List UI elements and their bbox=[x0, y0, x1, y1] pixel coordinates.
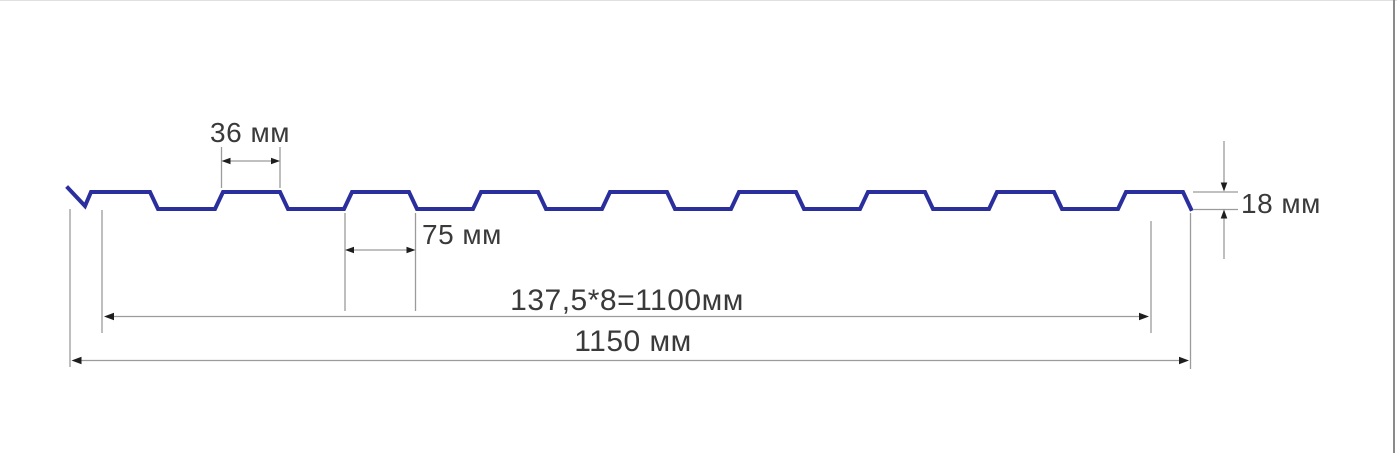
arrow-left-icon bbox=[221, 157, 231, 165]
dim-rib-top-width bbox=[220, 147, 281, 188]
arrow-up-icon bbox=[1220, 209, 1228, 219]
dim-profile-height bbox=[1193, 141, 1238, 259]
arrow-left-icon bbox=[104, 312, 114, 321]
arrow-right-icon bbox=[1139, 312, 1149, 321]
arrow-down-icon bbox=[1220, 182, 1228, 192]
working-width-label: 137,5*8=1100мм bbox=[510, 284, 744, 317]
profile-outline bbox=[65, 185, 1194, 212]
profile-height-label: 18 мм bbox=[1241, 188, 1321, 219]
dim-overall-width bbox=[69, 209, 1192, 369]
rib-bottom-width-label: 75 мм bbox=[422, 219, 502, 250]
arrow-left-icon bbox=[345, 246, 354, 254]
overall-width-label: 1150 мм bbox=[574, 325, 692, 358]
arrow-right-icon bbox=[406, 246, 416, 254]
arrow-left-icon bbox=[71, 356, 82, 365]
page-right-edge bbox=[1393, 0, 1395, 453]
dim-rib-bottom-width bbox=[344, 213, 417, 311]
dim-working-width bbox=[101, 210, 1152, 333]
rib-top-width-label: 36 мм bbox=[210, 117, 290, 148]
arrow-right-icon bbox=[271, 157, 280, 165]
arrow-right-icon bbox=[1179, 356, 1189, 365]
page-top-edge bbox=[0, 0, 1397, 1]
